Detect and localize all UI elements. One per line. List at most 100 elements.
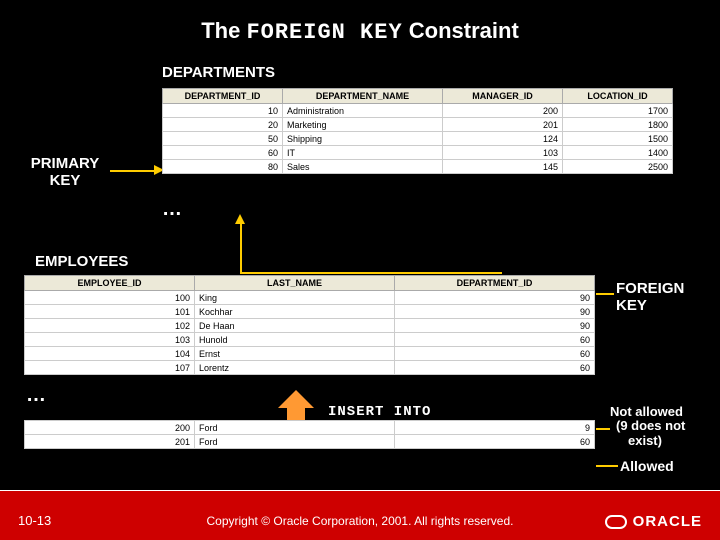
na-arrow <box>596 428 610 430</box>
cell: 104 <box>25 347 195 361</box>
fk-up-arrow-line <box>240 222 242 274</box>
cell: 124 <box>443 132 563 146</box>
cell: 60 <box>395 361 595 375</box>
fk-line1: FOREIGN <box>616 280 684 297</box>
allowed-arrow <box>596 465 618 467</box>
title-suffix: Constraint <box>403 18 519 43</box>
cell: 60 <box>395 333 595 347</box>
cell: 200 <box>25 421 195 435</box>
ellipsis-2: … <box>26 384 46 407</box>
cell: 10 <box>163 104 283 118</box>
pk-line2: KEY <box>50 172 81 189</box>
cell: 60 <box>163 146 283 160</box>
slide-title: The FOREIGN KEY Constraint <box>0 0 720 45</box>
insert-arrow <box>278 390 314 420</box>
col-header: DEPARTMENT_NAME <box>283 89 443 104</box>
oracle-wordmark: ORACLE <box>633 513 702 530</box>
cell: De Haan <box>195 319 395 333</box>
table-row: 20Marketing2011800 <box>163 118 673 132</box>
not-allowed-label: Not allowed (9 does not exist) <box>610 405 685 448</box>
cell: 1700 <box>563 104 673 118</box>
insert-arrow-head <box>278 390 314 408</box>
title-keyword: FOREIGN KEY <box>246 20 402 45</box>
table-row: 80Sales1452500 <box>163 160 673 174</box>
cell: 90 <box>395 305 595 319</box>
primary-key-label: PRIMARY KEY <box>20 155 110 189</box>
cell: 201 <box>25 435 195 449</box>
table-row: 102De Haan90 <box>25 319 595 333</box>
col-header: EMPLOYEE_ID <box>25 276 195 291</box>
insert-into-label: INSERT INTO <box>328 404 431 420</box>
cell: Kochhar <box>195 305 395 319</box>
cell: 145 <box>443 160 563 174</box>
cell: 9 <box>395 421 595 435</box>
cell: 60 <box>395 435 595 449</box>
ellipsis-1: … <box>162 198 182 221</box>
cell: 100 <box>25 291 195 305</box>
title-prefix: The <box>201 18 246 43</box>
departments-label: DEPARTMENTS <box>162 64 275 81</box>
table-row: 201Ford60 <box>25 435 595 449</box>
foreign-key-label: FOREIGN KEY <box>616 280 684 314</box>
cell: 201 <box>443 118 563 132</box>
oracle-o-icon <box>605 515 627 529</box>
na-line1: Not allowed <box>610 404 683 419</box>
cell: 60 <box>395 347 595 361</box>
col-header: DEPARTMENT_ID <box>395 276 595 291</box>
cell: Administration <box>283 104 443 118</box>
insert-arrow-stem <box>287 408 305 420</box>
na-line2: (9 does not <box>610 418 685 433</box>
table-row: 101Kochhar90 <box>25 305 595 319</box>
cell: 103 <box>443 146 563 160</box>
cell: Ford <box>195 421 395 435</box>
cell: Hunold <box>195 333 395 347</box>
cell: 1400 <box>563 146 673 160</box>
cell: Shipping <box>283 132 443 146</box>
col-header: LOCATION_ID <box>563 89 673 104</box>
col-header: MANAGER_ID <box>443 89 563 104</box>
table-row: 60IT1031400 <box>163 146 673 160</box>
cell: 20 <box>163 118 283 132</box>
fk-up-arrow-head <box>235 214 245 224</box>
col-header: LAST_NAME <box>195 276 395 291</box>
employees-table: EMPLOYEE_IDLAST_NAMEDEPARTMENT_ID100King… <box>24 275 595 375</box>
fk-up-arrow-h <box>240 272 502 274</box>
pk-line1: PRIMARY <box>31 155 100 172</box>
table-row: 200Ford9 <box>25 421 595 435</box>
cell: Sales <box>283 160 443 174</box>
cell: Ernst <box>195 347 395 361</box>
insert-table: 200Ford9201Ford60 <box>24 420 595 449</box>
pk-arrow-line <box>110 170 156 172</box>
fk-label-arrow <box>596 293 614 295</box>
cell: King <box>195 291 395 305</box>
departments-table: DEPARTMENT_IDDEPARTMENT_NAMEMANAGER_IDLO… <box>162 88 673 174</box>
cell: 2500 <box>563 160 673 174</box>
table-row: 103Hunold60 <box>25 333 595 347</box>
cell: 102 <box>25 319 195 333</box>
oracle-logo: ORACLE <box>605 513 702 530</box>
footer: 10-13 Copyright © Oracle Corporation, 20… <box>0 490 720 540</box>
cell: 1500 <box>563 132 673 146</box>
table-row: 50Shipping1241500 <box>163 132 673 146</box>
cell: Ford <box>195 435 395 449</box>
cell: Lorentz <box>195 361 395 375</box>
cell: 107 <box>25 361 195 375</box>
cell: 1800 <box>563 118 673 132</box>
na-line3: exist) <box>610 433 662 448</box>
cell: 103 <box>25 333 195 347</box>
allowed-label: Allowed <box>620 458 674 474</box>
cell: 80 <box>163 160 283 174</box>
fk-line2: KEY <box>616 297 647 314</box>
cell: 101 <box>25 305 195 319</box>
col-header: DEPARTMENT_ID <box>163 89 283 104</box>
table-row: 104Ernst60 <box>25 347 595 361</box>
cell: 90 <box>395 319 595 333</box>
cell: IT <box>283 146 443 160</box>
cell: 90 <box>395 291 595 305</box>
employees-label: EMPLOYEES <box>35 253 128 270</box>
table-row: 107Lorentz60 <box>25 361 595 375</box>
table-row: 100King90 <box>25 291 595 305</box>
cell: 200 <box>443 104 563 118</box>
table-row: 10Administration2001700 <box>163 104 673 118</box>
cell: Marketing <box>283 118 443 132</box>
